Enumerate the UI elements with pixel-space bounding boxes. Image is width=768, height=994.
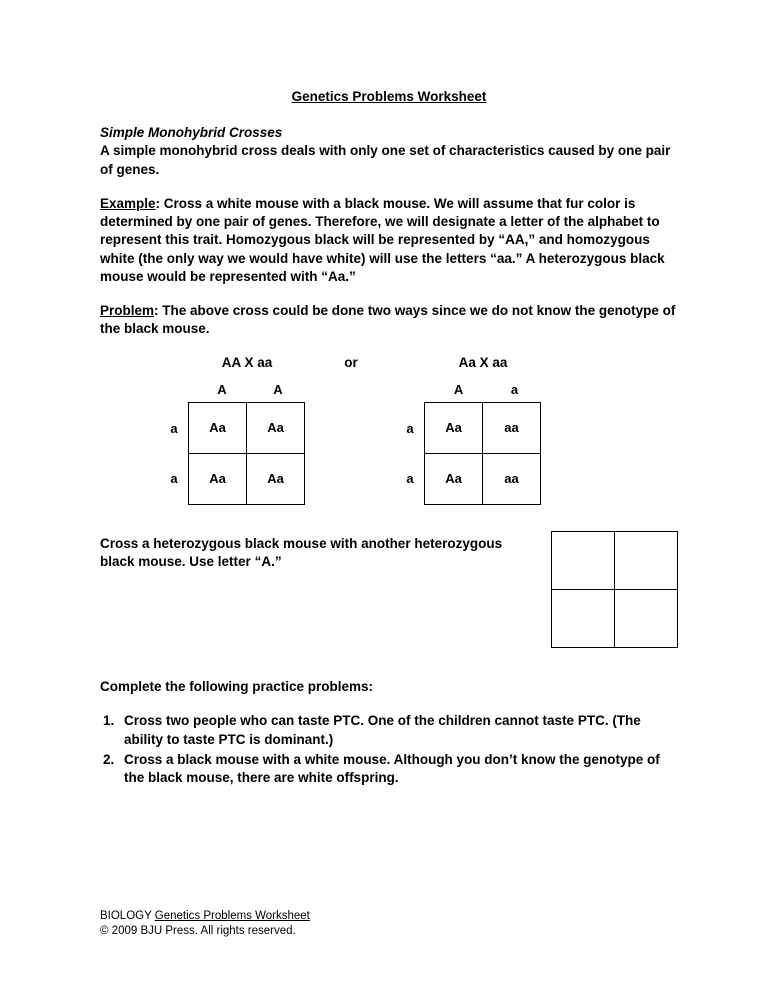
blank-cell [615, 532, 678, 590]
example-label: Example [100, 196, 156, 211]
punnett-cell: aa [483, 403, 541, 454]
cross2-row-heads: a a [396, 404, 424, 504]
cross1-grid-wrap: a a Aa Aa Aa Aa [160, 402, 306, 505]
punnett-cell: aa [483, 454, 541, 505]
practice-heading: Complete the following practice problems… [100, 678, 678, 696]
blank-cell [552, 590, 615, 648]
punnett-cell: Aa [425, 454, 483, 505]
cross2-grid: Aa aa Aa aa [424, 402, 541, 505]
blank-cell [552, 532, 615, 590]
page-footer: BIOLOGY Genetics Problems Worksheet © 20… [100, 909, 310, 940]
cross1-col-heads: A A [194, 381, 306, 399]
cross2-label: Aa X aa [424, 354, 542, 372]
exercise-text: Cross a heterozygous black mouse with an… [100, 535, 551, 571]
intro-block: Simple Monohybrid Crosses A simple monoh… [100, 124, 678, 179]
punnett-square-1: AA X aa A A a a Aa Aa Aa Aa [160, 354, 306, 505]
punnett-cell: Aa [247, 403, 305, 454]
row-head: a [160, 470, 188, 488]
col-head: A [273, 381, 282, 399]
punnett-squares-row: AA X aa A A a a Aa Aa Aa Aa [100, 354, 678, 505]
problem-label: Problem [100, 303, 154, 318]
practice-problems-list: Cross two people who can taste PTC. One … [100, 712, 678, 787]
row-head: a [160, 420, 188, 438]
example-text: : Cross a white mouse with a black mouse… [100, 196, 665, 284]
punnett-cell: Aa [189, 454, 247, 505]
row-head: a [396, 420, 424, 438]
worksheet-page: Genetics Problems Worksheet Simple Monoh… [0, 0, 768, 994]
footer-copyright: © 2009 BJU Press. All rights reserved. [100, 925, 296, 937]
punnett-square-2: Aa X aa A a a a Aa aa Aa aa [396, 354, 542, 505]
intro-text: A simple monohybrid cross deals with onl… [100, 142, 678, 178]
or-separator: or [306, 354, 396, 372]
cross2-col-heads: A a [430, 381, 542, 399]
punnett-cell: Aa [425, 403, 483, 454]
section-heading: Simple Monohybrid Crosses [100, 124, 678, 142]
cross1-row-heads: a a [160, 404, 188, 504]
practice-item: Cross a black mouse with a white mouse. … [118, 751, 678, 787]
cross1-grid: Aa Aa Aa Aa [188, 402, 305, 505]
row-head: a [396, 470, 424, 488]
practice-item: Cross two people who can taste PTC. One … [118, 712, 678, 748]
exercise-row: Cross a heterozygous black mouse with an… [100, 535, 678, 648]
blank-cell [615, 590, 678, 648]
punnett-cell: Aa [189, 403, 247, 454]
page-title: Genetics Problems Worksheet [100, 88, 678, 106]
col-head: a [511, 381, 518, 399]
example-paragraph: Example: Cross a white mouse with a blac… [100, 195, 678, 286]
punnett-cell: Aa [247, 454, 305, 505]
cross2-grid-wrap: a a Aa aa Aa aa [396, 402, 542, 505]
col-head: A [454, 381, 463, 399]
footer-title: Genetics Problems Worksheet [155, 910, 310, 922]
blank-punnett-square [551, 531, 678, 648]
col-head: A [217, 381, 226, 399]
footer-subject: BIOLOGY [100, 910, 155, 922]
problem-text: : The above cross could be done two ways… [100, 303, 675, 336]
cross1-label: AA X aa [188, 354, 306, 372]
problem-paragraph: Problem: The above cross could be done t… [100, 302, 678, 338]
